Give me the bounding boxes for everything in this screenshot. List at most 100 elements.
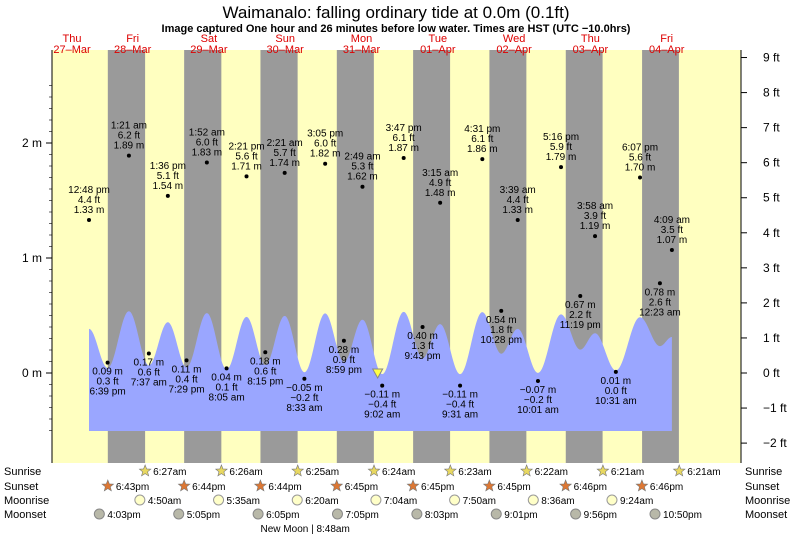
y-tick-label-m: 1 m [22, 251, 42, 265]
moonrise-time: 4:50am [148, 496, 181, 507]
extreme-m: 1.70 m [625, 163, 656, 174]
tide-extremes: 12:48 pm4.4 ft1.33 m0.09 m0.3 ft6:39 pm1… [68, 121, 690, 421]
extreme-m: 0.28 m [329, 345, 360, 356]
moonrise-icon [370, 494, 382, 506]
extreme-m: 0.54 m [486, 315, 517, 326]
tide-extreme-point [380, 383, 385, 388]
y-axes: 0 m 1 m 2 m 9 ft 8 ft 7 ft 6 ft 5 ft 4 ft 3 ft 2 f… [22, 51, 787, 451]
tide-extreme-point [146, 351, 151, 356]
tide-extreme-point [657, 281, 662, 286]
moonrise-icon [213, 494, 225, 506]
extreme-m: 1.79 m [546, 152, 577, 163]
row-label-left-moonset: Moonset [4, 509, 46, 521]
moonset-time: 7:05pm [345, 510, 378, 521]
extreme-ft: 2.6 ft [649, 297, 671, 308]
extreme-m: 0.04 m [211, 372, 242, 383]
day-date-label: 28–Mar [114, 44, 152, 56]
row-label-left-moonrise: Moonrise [4, 495, 49, 507]
extreme-ft: −0.4 ft [368, 400, 396, 411]
extreme-ft: 2.2 ft [569, 310, 591, 321]
sunset-icon [101, 479, 115, 492]
sunrise-icon [367, 464, 381, 477]
sunset-icon [482, 479, 496, 492]
moonset-icon [649, 508, 661, 520]
tide-extreme-point [638, 175, 643, 180]
extreme-time: 2:21 pm [228, 141, 264, 152]
extreme-time: 3:47 pm [386, 123, 422, 134]
moonset-icon [570, 508, 582, 520]
day-date-label: 31–Mar [343, 44, 381, 56]
tide-extreme-point [438, 200, 443, 205]
extreme-ft: 4.9 ft [429, 178, 451, 189]
y-tick-label-ft: 5 ft [763, 191, 780, 205]
sunrise-time: 6:26am [229, 467, 262, 478]
extreme-m: 1.48 m [425, 188, 456, 199]
day-name-label: Tue [429, 33, 448, 45]
extreme-time: 3:39 am [500, 185, 536, 196]
extreme-m: 1.33 m [502, 205, 533, 216]
row-label-right-sunrise: Sunrise [745, 466, 782, 478]
moonrise-icon [606, 494, 618, 506]
extreme-time: 8:05 am [209, 392, 245, 403]
extreme-m: 1.86 m [467, 144, 498, 155]
moonrise-icon [449, 494, 461, 506]
day-name-label: Fri [126, 33, 139, 45]
sunrise-icon [443, 464, 457, 477]
extreme-time: 3:15 am [422, 168, 458, 179]
sunrise-time: 6:22am [535, 467, 568, 478]
extreme-ft: 5.6 ft [235, 151, 257, 162]
tide-area [89, 311, 672, 431]
sunset-time: 6:45pm [497, 482, 530, 493]
tide-extreme-point [499, 308, 504, 313]
extreme-m: −0.11 m [442, 390, 478, 401]
extreme-time: 4:31 pm [464, 124, 500, 135]
extreme-time: 6:39 pm [90, 387, 126, 398]
sunrise-icon [214, 464, 228, 477]
day-labels: Thu27–MarFri28–MarSat29–MarSun30–MarMon3… [53, 33, 684, 56]
extreme-ft: 0.0 ft [605, 386, 627, 397]
extreme-time: 10:01 am [517, 405, 559, 416]
extreme-ft: 6.0 ft [196, 138, 218, 149]
tide-extreme-point [515, 218, 520, 223]
extreme-ft: 6.0 ft [314, 139, 336, 150]
day-date-label: 01–Apr [420, 44, 456, 56]
moonset-icon [93, 508, 105, 520]
astronomy-rows: Sunrise Sunrise Sunset Sunset Moonrise Moonri… [4, 464, 790, 535]
sunset-icon [406, 479, 420, 492]
tide-extreme-point [401, 155, 406, 160]
sunrise-time: 6:21am [687, 467, 720, 478]
y-tick-label-ft: 0 ft [763, 366, 780, 380]
extreme-m: 1.83 m [192, 148, 223, 159]
y-tick-label-m: 2 m [22, 136, 42, 150]
extreme-time: 1:36 pm [150, 161, 186, 172]
y-tick-label-m: 0 m [22, 366, 42, 380]
extreme-ft: 1.8 ft [490, 325, 512, 336]
tide-extreme-point [126, 153, 131, 158]
extreme-time: 2:21 am [267, 138, 303, 149]
chart-frame [51, 50, 742, 463]
sunset-time: 6:45pm [421, 482, 454, 493]
tide-extreme-point [458, 383, 463, 388]
moonset-time: 5:05pm [187, 510, 220, 521]
extreme-ft: 0.6 ft [254, 366, 276, 377]
day-date-label: 30–Mar [267, 44, 305, 56]
row-label-left-sunset: Sunset [4, 481, 38, 493]
day-date-label: 02–Apr [496, 44, 532, 56]
day-name-label: Mon [351, 33, 372, 45]
extreme-time: 2:49 am [344, 152, 380, 163]
extreme-m: 1.54 m [153, 181, 184, 192]
extreme-m: 0.17 m [134, 357, 165, 368]
extreme-ft: 5.9 ft [550, 142, 572, 153]
extreme-m: 1.71 m [231, 161, 262, 172]
y-tick-label-ft: 6 ft [763, 156, 780, 170]
moonset-time: 9:01pm [504, 510, 537, 521]
moonset-time: 9:56pm [584, 510, 617, 521]
moonset-icon [411, 508, 423, 520]
extreme-m: 1.62 m [347, 172, 378, 183]
tide-extreme-point [593, 234, 598, 239]
sunrise-icon [672, 464, 686, 477]
extreme-time: 3:58 am [577, 201, 613, 212]
y-tick-label-ft: 8 ft [763, 86, 780, 100]
tide-extreme-point [480, 157, 485, 162]
